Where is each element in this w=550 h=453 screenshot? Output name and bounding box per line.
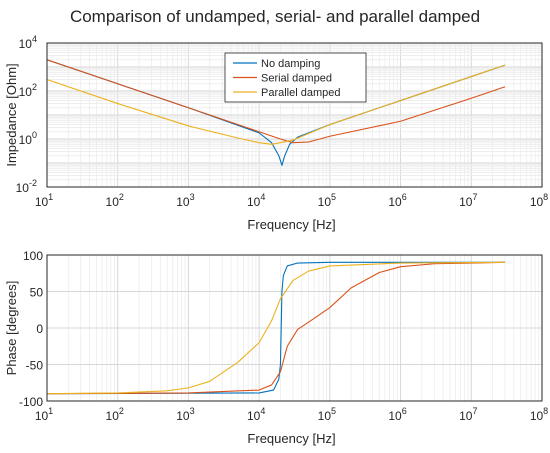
phase-y-tick-label: 100	[23, 249, 43, 263]
impedance-y-axis-label: Impedance [Ohm]	[4, 63, 19, 166]
phase-y-tick-labels: -100 -50 0 50 100	[19, 249, 43, 409]
legend-label-no-damping: No damping	[261, 58, 320, 70]
phase-y-tick-label: 50	[30, 286, 44, 300]
legend: No damping Serial damped Parallel damped	[224, 52, 367, 103]
impedance-series	[47, 59, 506, 166]
impedance-x-tick-label: 107	[459, 192, 477, 209]
phase-y-tick-label: -50	[26, 359, 44, 373]
impedance-x-tick-label: 106	[388, 192, 406, 209]
phase-series-parallel-damped	[47, 261, 506, 395]
impedance-axes-box	[46, 42, 543, 188]
impedance-y-tick-label: 100	[19, 130, 37, 147]
phase-x-tick-label: 105	[318, 406, 336, 423]
impedance-y-tick-label: 10-2	[16, 178, 37, 195]
phase-series	[47, 261, 506, 395]
phase-x-tick-label: 103	[176, 406, 194, 423]
phase-x-tick-label: 106	[388, 406, 406, 423]
phase-series-no-damping	[47, 261, 506, 395]
phase-x-axis-label: Frequency [Hz]	[247, 431, 335, 446]
impedance-x-tick-label: 108	[530, 192, 548, 209]
impedance-x-tick-label: 101	[35, 192, 53, 209]
phase-x-tick-label: 107	[459, 406, 477, 423]
impedance-x-tick-label: 104	[247, 192, 265, 209]
chart-title: Comparison of undamped, serial- and para…	[70, 7, 480, 26]
phase-axes-box	[46, 254, 543, 402]
phase-grid	[46, 254, 543, 402]
phase-x-tick-label: 104	[247, 406, 265, 423]
impedance-x-axis-label: Frequency [Hz]	[247, 217, 335, 232]
legend-label-parallel-damped: Parallel damped	[261, 87, 341, 99]
phase-y-tick-label: 0	[36, 322, 43, 336]
impedance-y-tick-label: 102	[19, 82, 37, 99]
phase-series-serial-damped	[47, 261, 506, 395]
impedance-y-tick-label: 104	[19, 34, 37, 51]
impedance-series-parallel-damped	[47, 64, 506, 145]
impedance-x-tick-label: 105	[318, 192, 336, 209]
phase-x-tick-labels: 101 102 103 104 105 106 107 108	[35, 406, 548, 423]
impedance-x-tick-labels: 101 102 103 104 105 106 107 108	[35, 192, 548, 209]
phase-y-axis-label: Phase [degrees]	[4, 281, 19, 376]
phase-x-tick-label: 102	[106, 406, 124, 423]
impedance-plot: 101 102 103 104 105 106 107 108 10-2 100 102 104 F…	[4, 34, 548, 232]
phase-x-tick-label: 108	[530, 406, 548, 423]
impedance-series-serial-damped	[47, 59, 506, 144]
legend-label-serial-damped: Serial damped	[261, 73, 332, 85]
impedance-x-tick-label: 103	[176, 192, 194, 209]
phase-y-tick-label: -100	[19, 395, 43, 409]
impedance-x-tick-label: 102	[106, 192, 124, 209]
